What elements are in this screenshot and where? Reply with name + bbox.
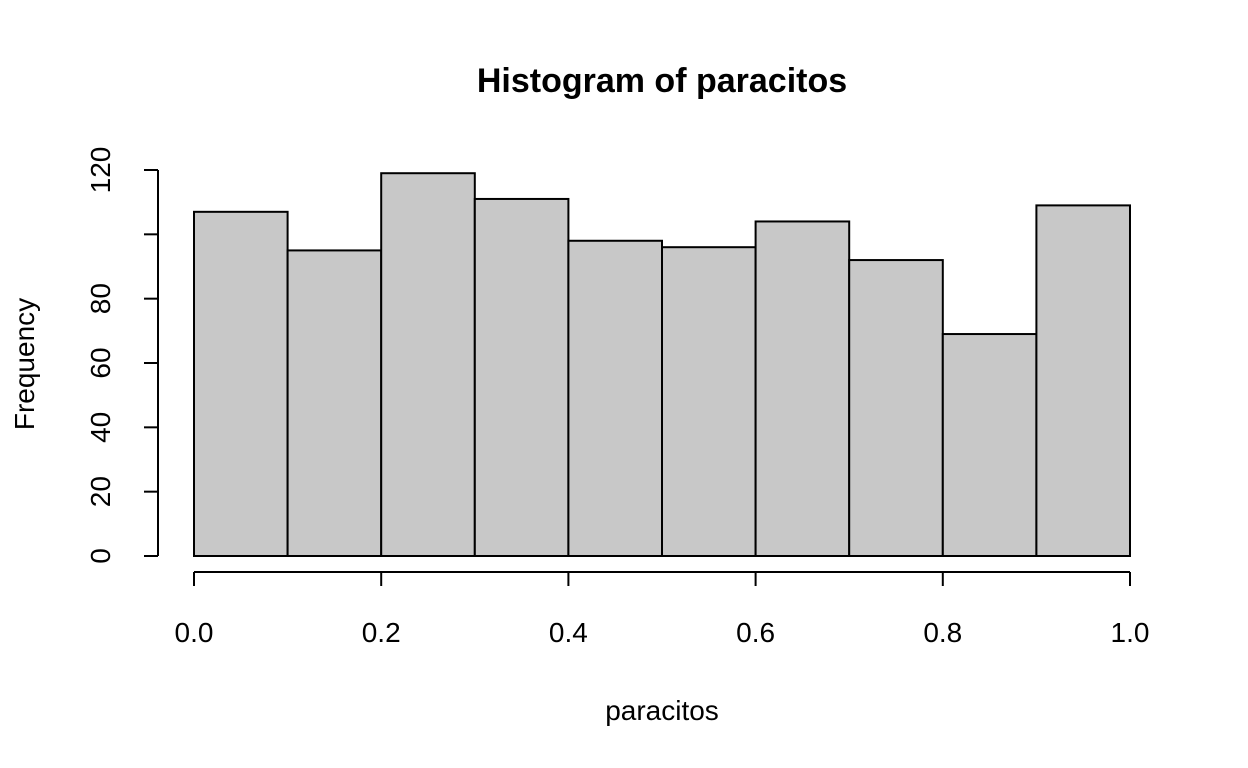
- x-tick-label: 0.8: [923, 617, 962, 648]
- histogram-bar-5: [567, 239, 664, 557]
- y-tick-label: 0: [85, 548, 116, 564]
- x-tick-label: 0.6: [736, 617, 775, 648]
- histogram-bar-3: [380, 172, 476, 557]
- histogram-bar-4: [473, 197, 570, 557]
- histogram-bar-9: [941, 333, 1038, 557]
- x-tick-label: 1.0: [1111, 617, 1150, 648]
- x-axis: 0.0 0.2 0.4 0.6 0.8 1.0: [175, 571, 1150, 648]
- histogram-bar-7: [754, 220, 851, 557]
- histogram-bar-10: [1035, 204, 1132, 557]
- histogram-bar-2: [286, 249, 383, 558]
- y-tick-label: 80: [85, 283, 116, 314]
- histogram-bar-8: [848, 259, 944, 557]
- bars-group: [193, 172, 1132, 558]
- y-tick-label: 60: [85, 347, 116, 378]
- y-tick-label: 40: [85, 412, 116, 443]
- chart-title: Histogram of paracitos: [477, 62, 847, 100]
- y-tick-label: 120: [85, 147, 116, 194]
- x-tick-label: 0.2: [362, 617, 401, 648]
- x-tick-label: 0.0: [175, 617, 214, 648]
- histogram-bar-1: [193, 210, 289, 557]
- y-axis: 0 20 40 60 80 120: [85, 147, 159, 564]
- y-axis-label: Frequency: [9, 298, 40, 430]
- x-axis-label: paracitos: [605, 695, 719, 726]
- y-tick-label: 20: [85, 476, 116, 507]
- x-tick-label: 0.4: [549, 617, 588, 648]
- histogram-bar-6: [661, 246, 757, 557]
